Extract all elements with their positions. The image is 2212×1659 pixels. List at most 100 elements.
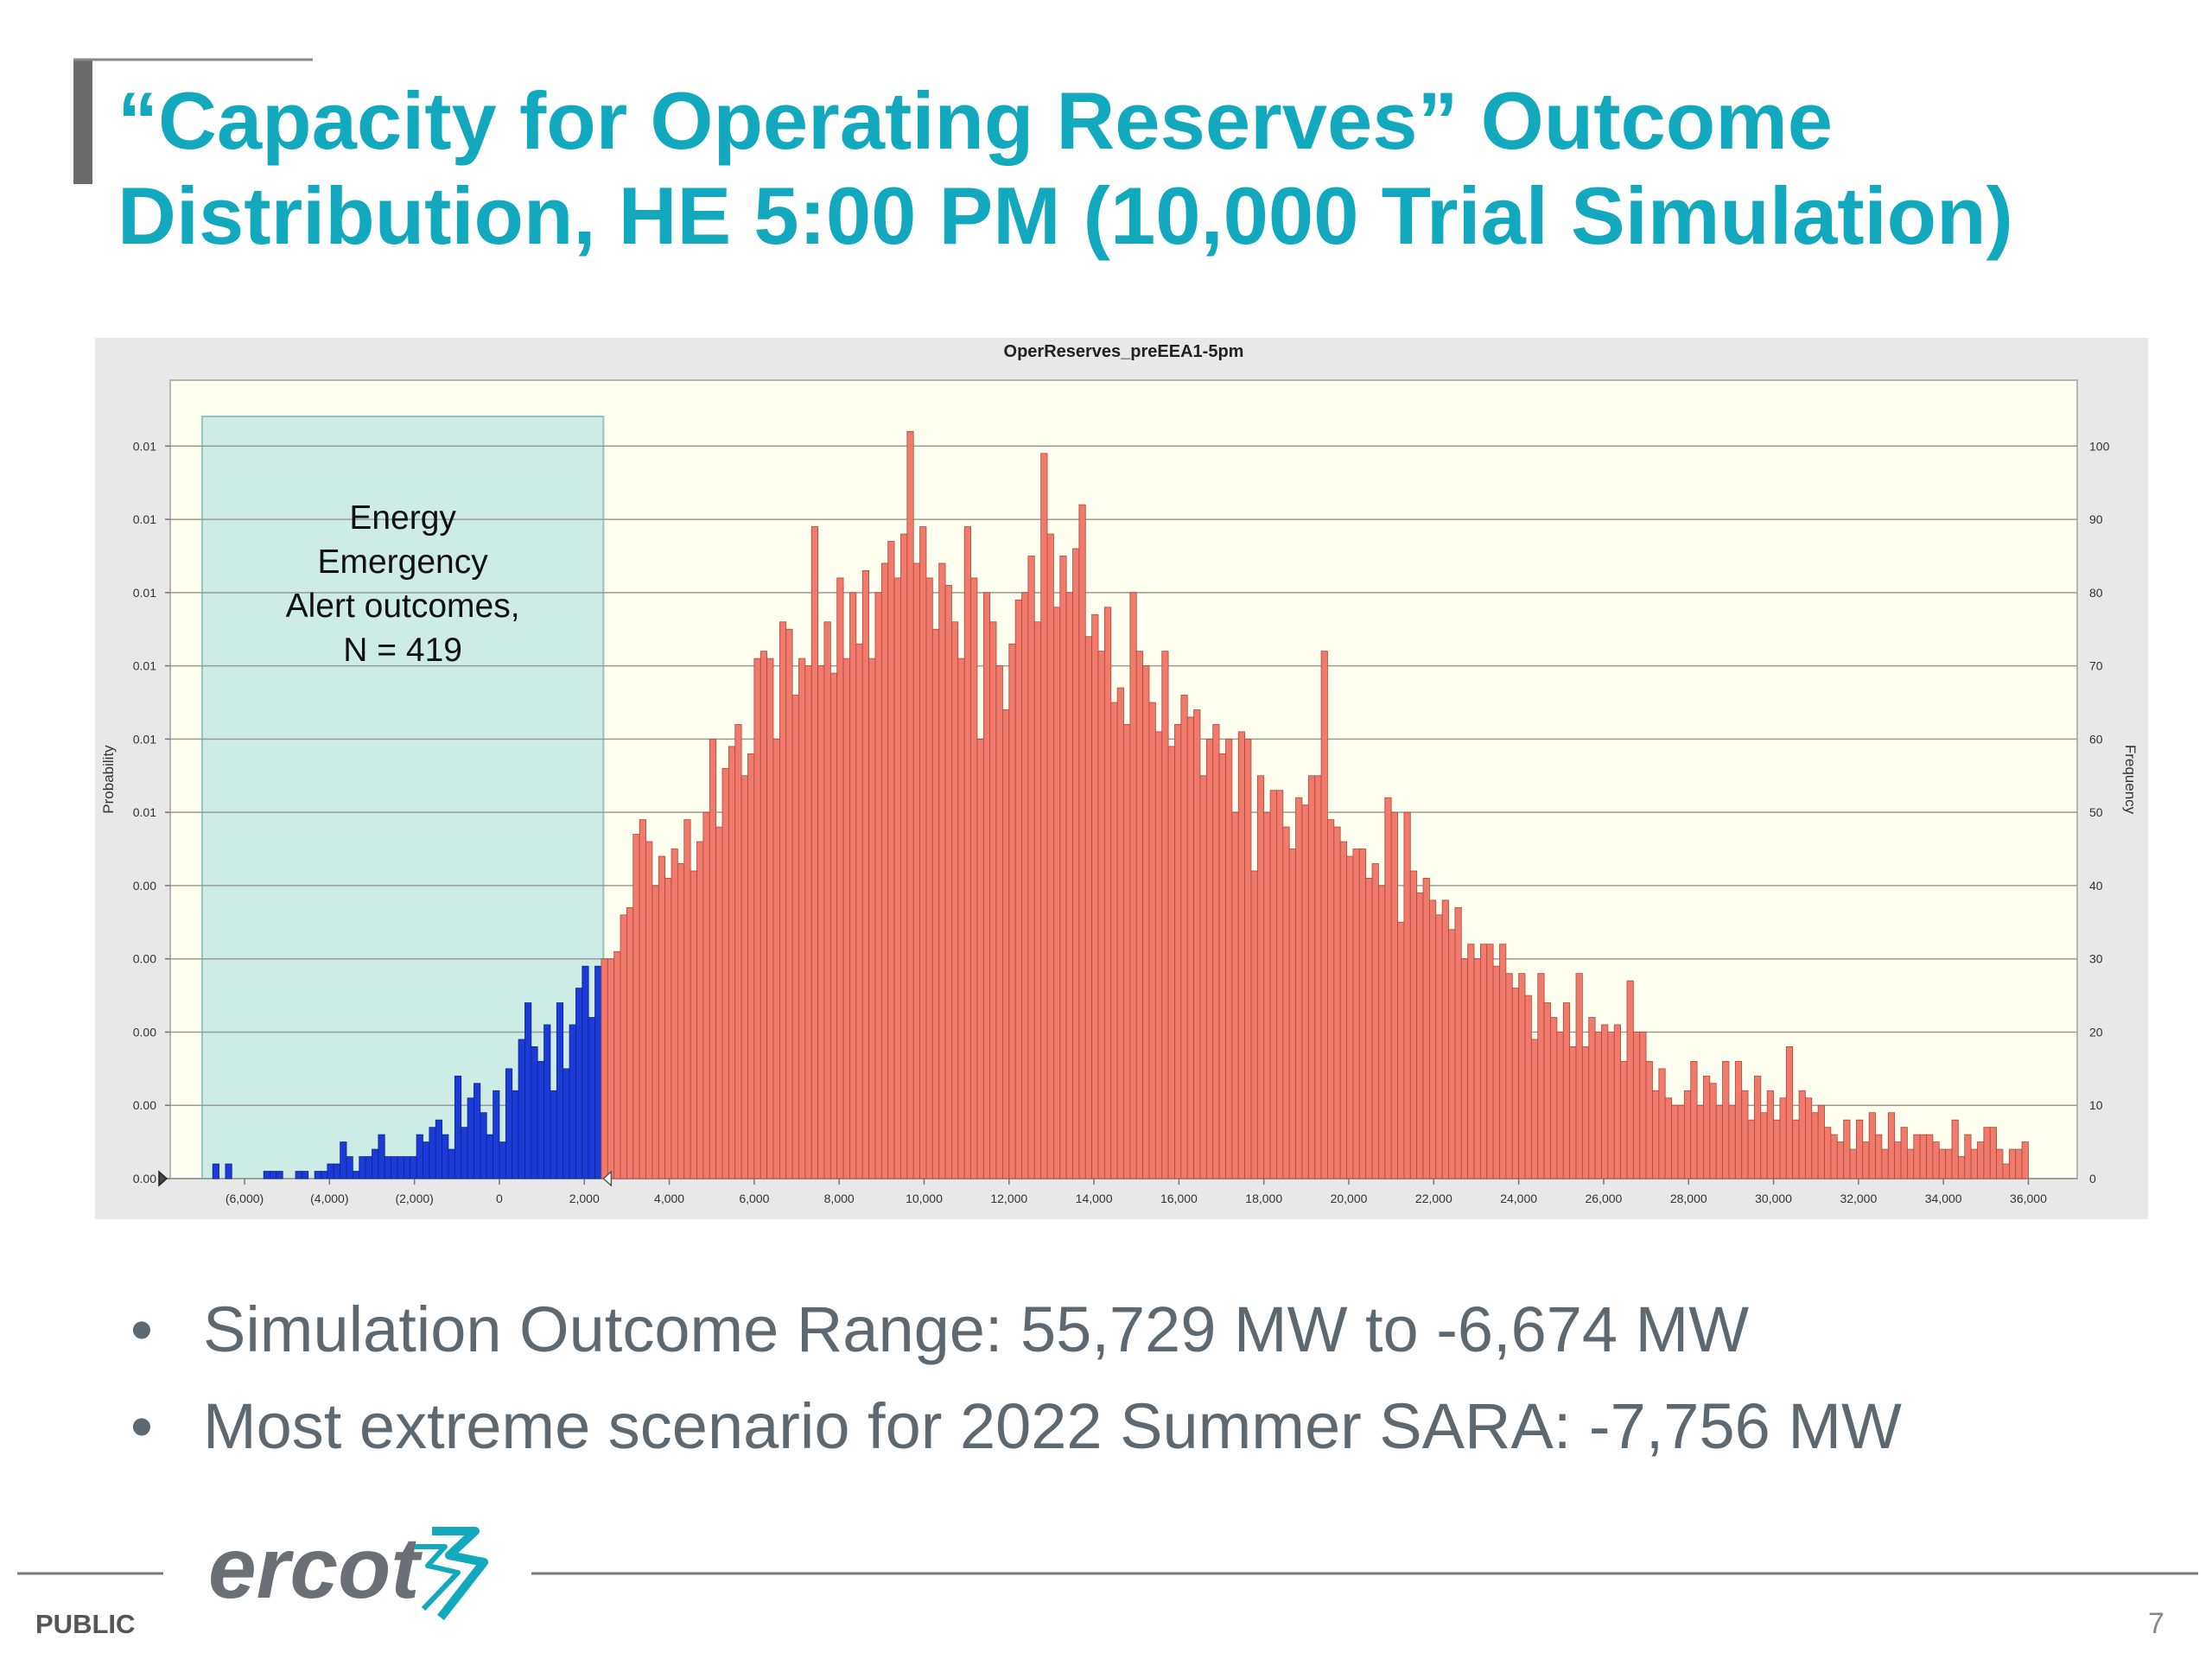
histogram-bar [1314,775,1322,1179]
y-tick-label: 0.01 [133,805,156,819]
highlight-label: Emergency [317,543,488,581]
histogram-bar [1078,504,1086,1179]
histogram-bar [391,1156,398,1179]
x-tick-label: 16,000 [1160,1192,1198,1205]
chart: OperReserves_preEEA1-5pm 0 10 20 30 40 50 60 70 8… [100,342,2139,1205]
x-tick-label: (6,000) [226,1192,264,1205]
histogram-bar [639,819,646,1179]
histogram-bar [1422,878,1430,1179]
histogram-bar [410,1156,417,1179]
histogram-bar [626,906,634,1179]
bullet-text: Most extreme scenario for 2022 Summer SA… [203,1390,1902,1462]
histogram-bar [1690,1060,1698,1179]
histogram-bar [1110,702,1118,1179]
histogram-bar [925,577,933,1179]
histogram-bar [1416,892,1424,1179]
title-accent-bar [73,60,92,184]
histogram-bar [1511,988,1520,1179]
y-tick-label: 0.00 [133,879,156,893]
histogram-bar [1543,1002,1551,1179]
histogram-bar [1473,958,1481,1179]
histogram-bar [212,1163,219,1179]
x-tick-label: (2,000) [395,1192,433,1205]
histogram-bar [1142,665,1150,1179]
histogram-bar [1671,1104,1679,1179]
histogram-bar [1562,1002,1571,1179]
histogram-bar [2002,1163,2010,1179]
x-tick-label: 2,000 [569,1192,600,1205]
histogram-bar [919,526,927,1179]
y-tick-label: 0.01 [133,659,156,673]
histogram-bar [1448,929,1456,1179]
highlight-label: Energy [349,499,456,537]
histogram-bar [1492,965,1500,1179]
histogram-bar [1760,1112,1768,1179]
histogram-bar [467,1097,474,1179]
histogram-bar [397,1156,404,1179]
histogram-bar [1868,1112,1876,1179]
histogram-bar [1607,1032,1615,1179]
histogram-bar [594,965,602,1179]
histogram-bar [1639,1032,1647,1179]
histogram-bar [1352,849,1360,1179]
histogram-bar [1989,1127,1998,1179]
histogram-bar [887,541,895,1179]
logo-icon [415,1544,461,1611]
y-axis-label: Probability [100,745,117,814]
histogram-bar [817,665,825,1179]
histogram-bar [2015,1148,2023,1179]
histogram-bar [893,577,901,1179]
histogram-bar [938,563,946,1179]
histogram-bar [480,1112,487,1179]
histogram-bar [1805,1097,1813,1179]
histogram-bar [632,834,640,1179]
histogram-bar [874,592,882,1179]
histogram-bar [1613,1024,1621,1179]
histogram-bar [677,863,685,1179]
histogram-bar [276,1171,283,1179]
histogram-bar [760,651,768,1179]
histogram-bar [1518,973,1526,1179]
y-tick-label: 0.00 [133,1172,156,1185]
histogram-bar [1977,1141,1985,1179]
histogram-bar [1021,592,1029,1179]
histogram-bar [1479,944,1488,1179]
histogram-bar [664,878,672,1179]
histogram-bar [442,1134,449,1179]
histogram-bar [1773,1119,1781,1179]
histogram-bar [1728,1104,1736,1179]
histogram-bar [1046,533,1054,1179]
histogram-bar [1040,453,1048,1179]
histogram-bar [518,1039,525,1179]
histogram-bar [346,1156,353,1179]
histogram-bar [1983,1127,1991,1179]
x-tick-label: 6,000 [739,1192,769,1205]
bullet-dot: • [130,1390,153,1462]
y2-tick-label: 50 [2089,805,2103,819]
histogram-bar [1116,687,1124,1179]
histogram-bar [537,1060,544,1179]
histogram-bar [1346,855,1354,1179]
histogram-bar [906,430,914,1179]
histogram-bar [1339,841,1347,1179]
histogram-bar [550,1090,557,1179]
histogram-bar [1052,607,1061,1179]
histogram-bar [1779,1097,1787,1179]
histogram-bar [372,1148,379,1179]
y-tick-label: 0.01 [133,512,156,526]
histogram-bar [2008,1148,2017,1179]
histogram-bar [225,1163,232,1179]
histogram-bar [1862,1141,1870,1179]
histogram-bar [671,849,678,1179]
histogram-bar [1569,1046,1577,1179]
histogram-bar [1550,1017,1558,1179]
histogram-bar [1524,995,1532,1179]
histogram-bar [1556,1032,1564,1179]
y2-tick-label: 30 [2089,952,2103,966]
histogram-bar [1626,980,1634,1179]
histogram-bar [1123,724,1131,1179]
y2-tick-label: 20 [2089,1025,2103,1039]
histogram-bar [556,1002,564,1179]
histogram-bar [1926,1134,1934,1179]
x-tick-label: (4,000) [310,1192,348,1205]
